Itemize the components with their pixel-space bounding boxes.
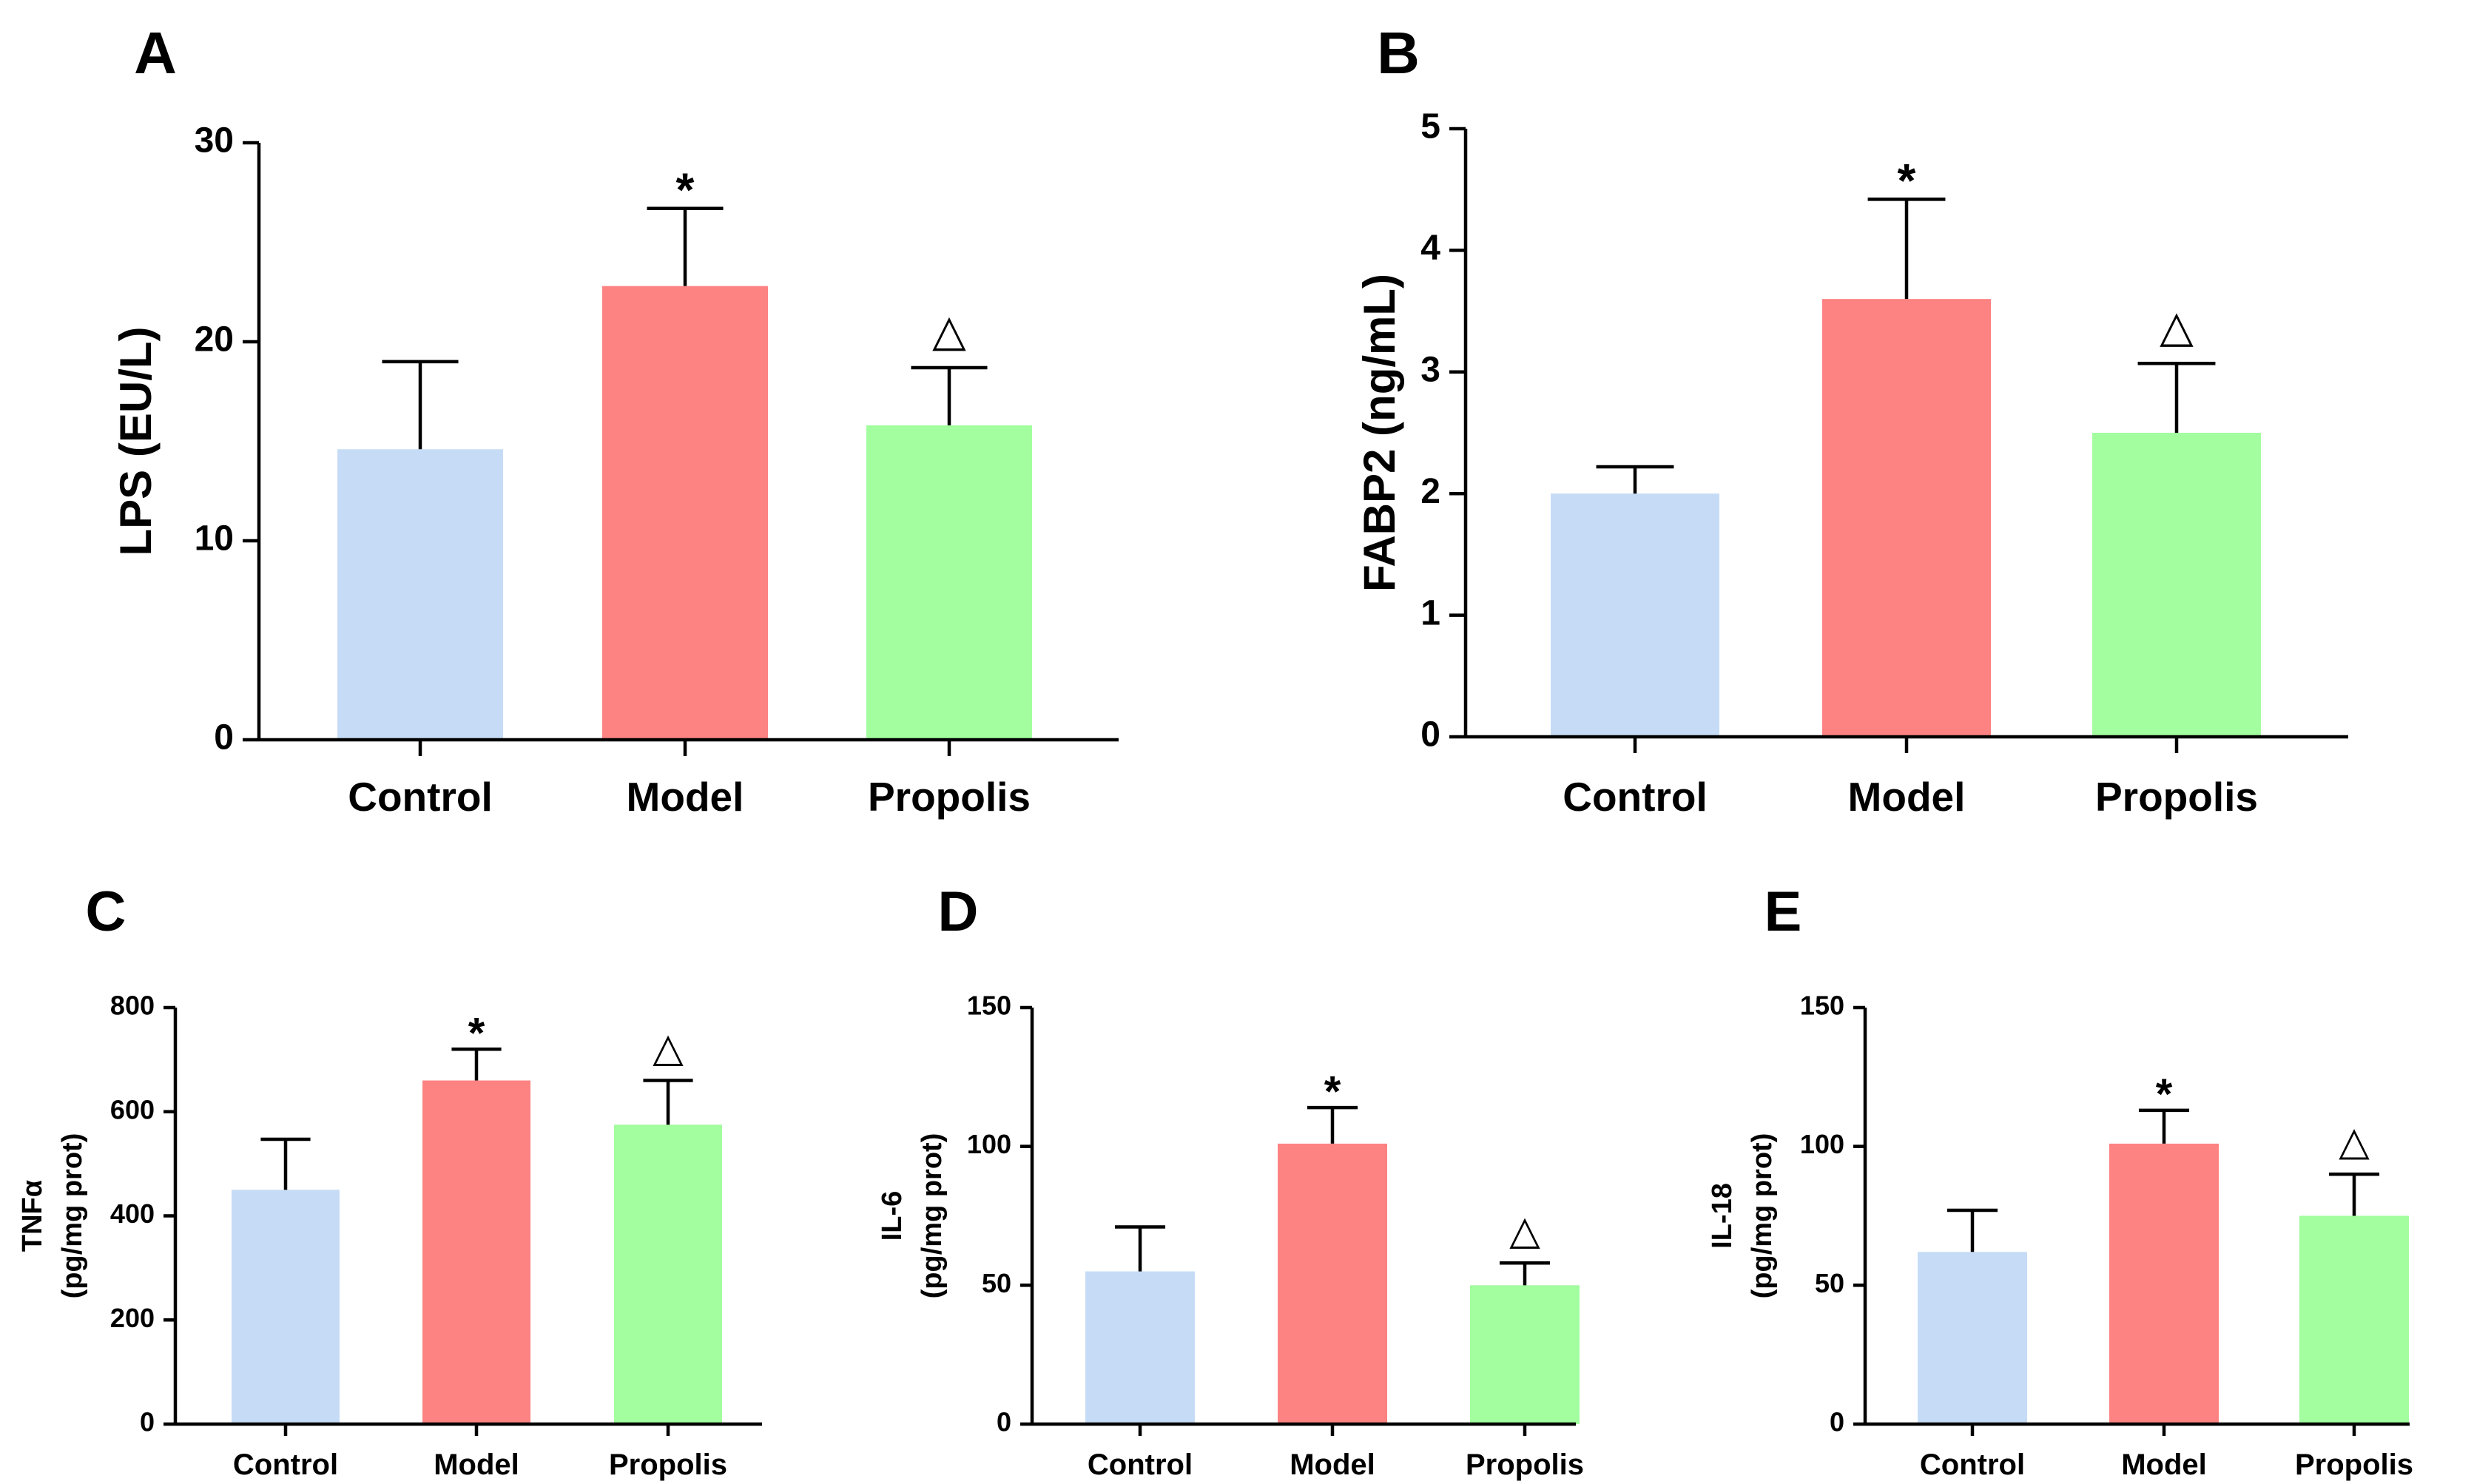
y-tick-label-150: 150 xyxy=(967,991,1011,1021)
y-tick-label-0: 0 xyxy=(214,718,234,758)
x-tick-label-model: Model xyxy=(434,1448,519,1481)
error-bar-propolis xyxy=(1499,1261,1551,1286)
bar-propolis xyxy=(866,425,1032,740)
x-tick-label-model: Model xyxy=(1848,774,1966,820)
y-tick-label-10: 10 xyxy=(195,519,234,559)
y-tick-label-0: 0 xyxy=(1830,1407,1844,1437)
y-tick-label-800: 800 xyxy=(110,991,155,1021)
bar-model xyxy=(2109,1143,2219,1424)
y-axis-label: LPS (EU/L) xyxy=(111,327,161,556)
y-axis-label-units: (pg/mg prot) xyxy=(57,1133,88,1299)
y-tick-label-4: 4 xyxy=(1420,229,1440,268)
bar-model xyxy=(602,286,768,740)
y-axis-label: TNFα xyxy=(17,1180,48,1252)
bar-propolis xyxy=(2299,1215,2409,1424)
panel-a: A Control * Model △ Propolis 0 10 20 30 LPS (EU/L) xyxy=(111,20,1119,820)
bar-propolis xyxy=(2092,433,2261,737)
error-bar-model xyxy=(647,206,724,286)
panel-c: C Control * Model △ Propolis 0 200 400 600 800 TNFα… xyxy=(17,880,762,1481)
panel-label-c: C xyxy=(86,880,127,943)
bar-control xyxy=(1918,1252,2027,1424)
y-axis-label: FABP2 (ng/mL) xyxy=(1355,274,1404,592)
x-tick-label-control: Control xyxy=(348,774,493,820)
error-bar-control xyxy=(260,1137,311,1190)
y-tick-label-200: 200 xyxy=(110,1303,155,1333)
x-tick-label-propolis: Propolis xyxy=(609,1448,727,1481)
y-axis-label-units: (pg/mg prot) xyxy=(1747,1133,1778,1299)
y-tick-label-100: 100 xyxy=(967,1129,1011,1159)
y-axis-label-units: (pg/mg prot) xyxy=(917,1133,948,1299)
x-tick-label-model: Model xyxy=(1290,1448,1375,1481)
significance-triangle-propolis: △ xyxy=(1509,1208,1540,1252)
x-tick-label-model: Model xyxy=(2121,1448,2207,1481)
x-tick-label-control: Control xyxy=(233,1448,338,1481)
error-bar-control xyxy=(382,360,459,450)
x-tick-label-propolis: Propolis xyxy=(868,774,1031,820)
significance-star-model: * xyxy=(1898,154,1916,207)
bar-control xyxy=(1551,493,1719,737)
bar-propolis xyxy=(1470,1285,1580,1424)
error-bar-control xyxy=(1946,1208,1998,1252)
bar-control xyxy=(337,449,503,740)
panel-label-a: A xyxy=(134,20,177,86)
error-bar-model xyxy=(2138,1108,2190,1144)
error-bar-control xyxy=(1114,1225,1166,1272)
y-tick-label-1: 1 xyxy=(1420,593,1440,633)
panel-label-b: B xyxy=(1377,20,1420,86)
significance-triangle-propolis: △ xyxy=(2160,301,2194,351)
error-bar-propolis xyxy=(643,1079,693,1125)
x-tick-label-propolis: Propolis xyxy=(2095,774,2258,820)
error-bar-propolis xyxy=(911,365,988,425)
y-tick-label-50: 50 xyxy=(982,1268,1011,1298)
y-tick-label-150: 150 xyxy=(1800,991,1844,1021)
significance-triangle-propolis: △ xyxy=(653,1026,684,1070)
significance-star-model: * xyxy=(1324,1068,1341,1116)
panel-b: B Control * Model △ Propolis 0 1 2 3 4 5 FABP2 (ng/m… xyxy=(1355,20,2348,820)
bar-control xyxy=(232,1190,340,1424)
significance-triangle-propolis: △ xyxy=(2339,1119,2370,1164)
y-tick-label-0: 0 xyxy=(997,1407,1011,1437)
y-tick-label-100: 100 xyxy=(1800,1129,1844,1159)
bar-model xyxy=(1822,299,1991,737)
panel-e: E Control * Model △ Propolis 0 50 100 150 IL-18 (pg… xyxy=(1707,880,2413,1481)
y-tick-label-20: 20 xyxy=(195,320,234,360)
y-axis-label: IL-6 xyxy=(877,1191,908,1241)
y-tick-label-0: 0 xyxy=(1420,715,1440,755)
significance-triangle-propolis: △ xyxy=(932,306,966,355)
y-tick-label-600: 600 xyxy=(110,1094,155,1124)
error-bar-model xyxy=(1867,198,1946,300)
x-tick-label-control: Control xyxy=(1563,774,1708,820)
y-tick-label-3: 3 xyxy=(1420,350,1440,389)
y-tick-label-400: 400 xyxy=(110,1198,155,1229)
bar-propolis xyxy=(614,1124,722,1424)
error-bar-propolis xyxy=(2328,1172,2380,1216)
y-tick-label-2: 2 xyxy=(1420,472,1440,511)
x-tick-label-propolis: Propolis xyxy=(2295,1448,2413,1481)
y-tick-label-0: 0 xyxy=(140,1407,155,1437)
panel-label-e: E xyxy=(1765,880,1802,943)
error-bar-model xyxy=(1307,1105,1358,1144)
x-tick-label-control: Control xyxy=(1088,1448,1193,1481)
y-tick-label-5: 5 xyxy=(1420,107,1440,146)
y-tick-label-50: 50 xyxy=(1815,1268,1844,1298)
error-bar-control xyxy=(1596,465,1674,494)
bar-model xyxy=(1278,1143,1387,1424)
panel-d: D Control * Model △ Propolis 0 50 100 150 IL-6 (pg/… xyxy=(877,880,1584,1481)
bar-control xyxy=(1085,1271,1195,1424)
x-tick-label-control: Control xyxy=(1920,1448,2025,1481)
bar-model xyxy=(422,1080,530,1424)
significance-star-model: * xyxy=(676,163,695,217)
significance-star-model: * xyxy=(2156,1070,2173,1119)
y-axis-label: IL-18 xyxy=(1707,1183,1738,1249)
panel-label-d: D xyxy=(938,880,979,943)
x-tick-label-model: Model xyxy=(627,774,744,820)
y-tick-label-30: 30 xyxy=(195,121,234,161)
x-tick-label-propolis: Propolis xyxy=(1466,1448,1584,1481)
error-bar-model xyxy=(451,1048,502,1081)
error-bar-propolis xyxy=(2137,362,2216,433)
significance-star-model: * xyxy=(468,1010,485,1058)
